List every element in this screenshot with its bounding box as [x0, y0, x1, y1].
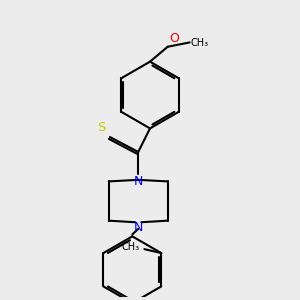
- Text: CH₃: CH₃: [190, 38, 208, 48]
- Text: N: N: [134, 221, 143, 234]
- Text: O: O: [169, 32, 179, 45]
- Text: N: N: [134, 175, 143, 188]
- Text: CH₃: CH₃: [122, 242, 140, 252]
- Text: S: S: [97, 121, 105, 134]
